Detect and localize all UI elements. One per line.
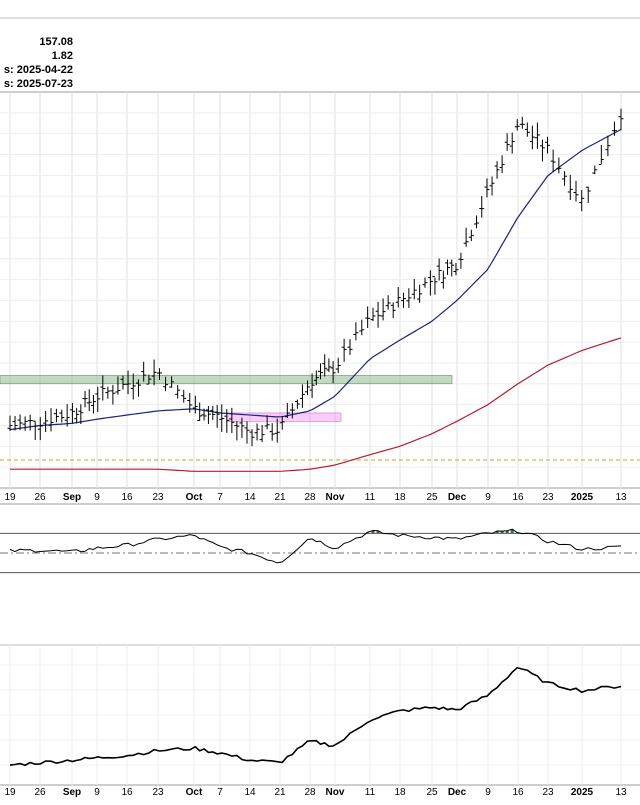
x-tick-label: 18 [394, 492, 406, 503]
price-panel [0, 91, 640, 489]
indicator-panel [0, 503, 640, 574]
x-tick-label: 9 [94, 787, 100, 798]
x-tick-label: 13 [615, 492, 627, 503]
x-tick-label: 23 [542, 492, 554, 503]
x-tick-label: 13 [615, 787, 627, 798]
indicator-line [9, 528, 622, 564]
x-tick-label: Dec [448, 787, 467, 798]
x-tick-label: 26 [34, 787, 46, 798]
x-tick-label: 25 [426, 492, 438, 503]
lower-panel [0, 644, 640, 786]
x-tick-label: 9 [485, 787, 491, 798]
x-tick-label: 23 [152, 492, 164, 503]
x-tick-label: 16 [121, 492, 133, 503]
header-value-2: 1.82 [52, 50, 73, 62]
x-tick-label: 14 [244, 492, 256, 503]
x-tick-label: Nov [326, 492, 345, 503]
x-tick-label: 11 [365, 787, 376, 798]
x-tick-label: Oct [186, 787, 203, 798]
ma-long-line [10, 337, 622, 472]
x-tick-label: 2025 [571, 492, 594, 503]
x-axis-top: 19 26 Sep 9 16 23 Oct 7 14 21 28 Nov 11 18 25 Dec 9 16 23 2… [4, 492, 627, 503]
x-tick-label: 18 [394, 787, 406, 798]
header-value-1: 157.08 [39, 36, 73, 48]
x-tick-label: 28 [304, 787, 316, 798]
x-tick-label: 21 [274, 787, 286, 798]
x-tick-label: 19 [4, 492, 16, 503]
x-tick-label: 16 [121, 787, 133, 798]
x-tick-label: Dec [448, 492, 467, 503]
x-tick-label: Nov [326, 787, 345, 798]
ma-short-line [9, 128, 622, 431]
x-tick-label: Oct [186, 492, 203, 503]
x-tick-label: Sep [63, 492, 81, 503]
x-tick-label: 7 [217, 492, 223, 503]
x-tick-label: 23 [152, 787, 164, 798]
resistance-zone [0, 375, 453, 385]
x-tick-label: 2025 [571, 787, 594, 798]
x-tick-label: 16 [512, 492, 524, 503]
header-line-4: s: 2025-07-23 [4, 78, 73, 90]
x-tick-label: 9 [485, 492, 491, 503]
x-tick-label: 28 [304, 492, 316, 503]
x-tick-label: 21 [274, 492, 286, 503]
x-tick-label: 26 [34, 492, 46, 503]
x-tick-label: 16 [512, 787, 524, 798]
header-line-3: s: 2025-04-22 [4, 64, 73, 76]
x-tick-label: 19 [4, 787, 16, 798]
x-tick-label: 9 [94, 492, 100, 503]
x-tick-label: 23 [542, 787, 554, 798]
lower-line [9, 666, 622, 767]
x-tick-label: 14 [244, 787, 256, 798]
x-tick-label: 11 [365, 492, 376, 503]
x-tick-label: Sep [63, 787, 81, 798]
x-axis-bottom: 19 26 Sep 9 16 23 Oct 7 14 21 28 Nov 11 18 25 Dec 9 16 23 2… [4, 787, 627, 798]
x-tick-label: 25 [426, 787, 438, 798]
x-tick-label: 7 [217, 787, 223, 798]
